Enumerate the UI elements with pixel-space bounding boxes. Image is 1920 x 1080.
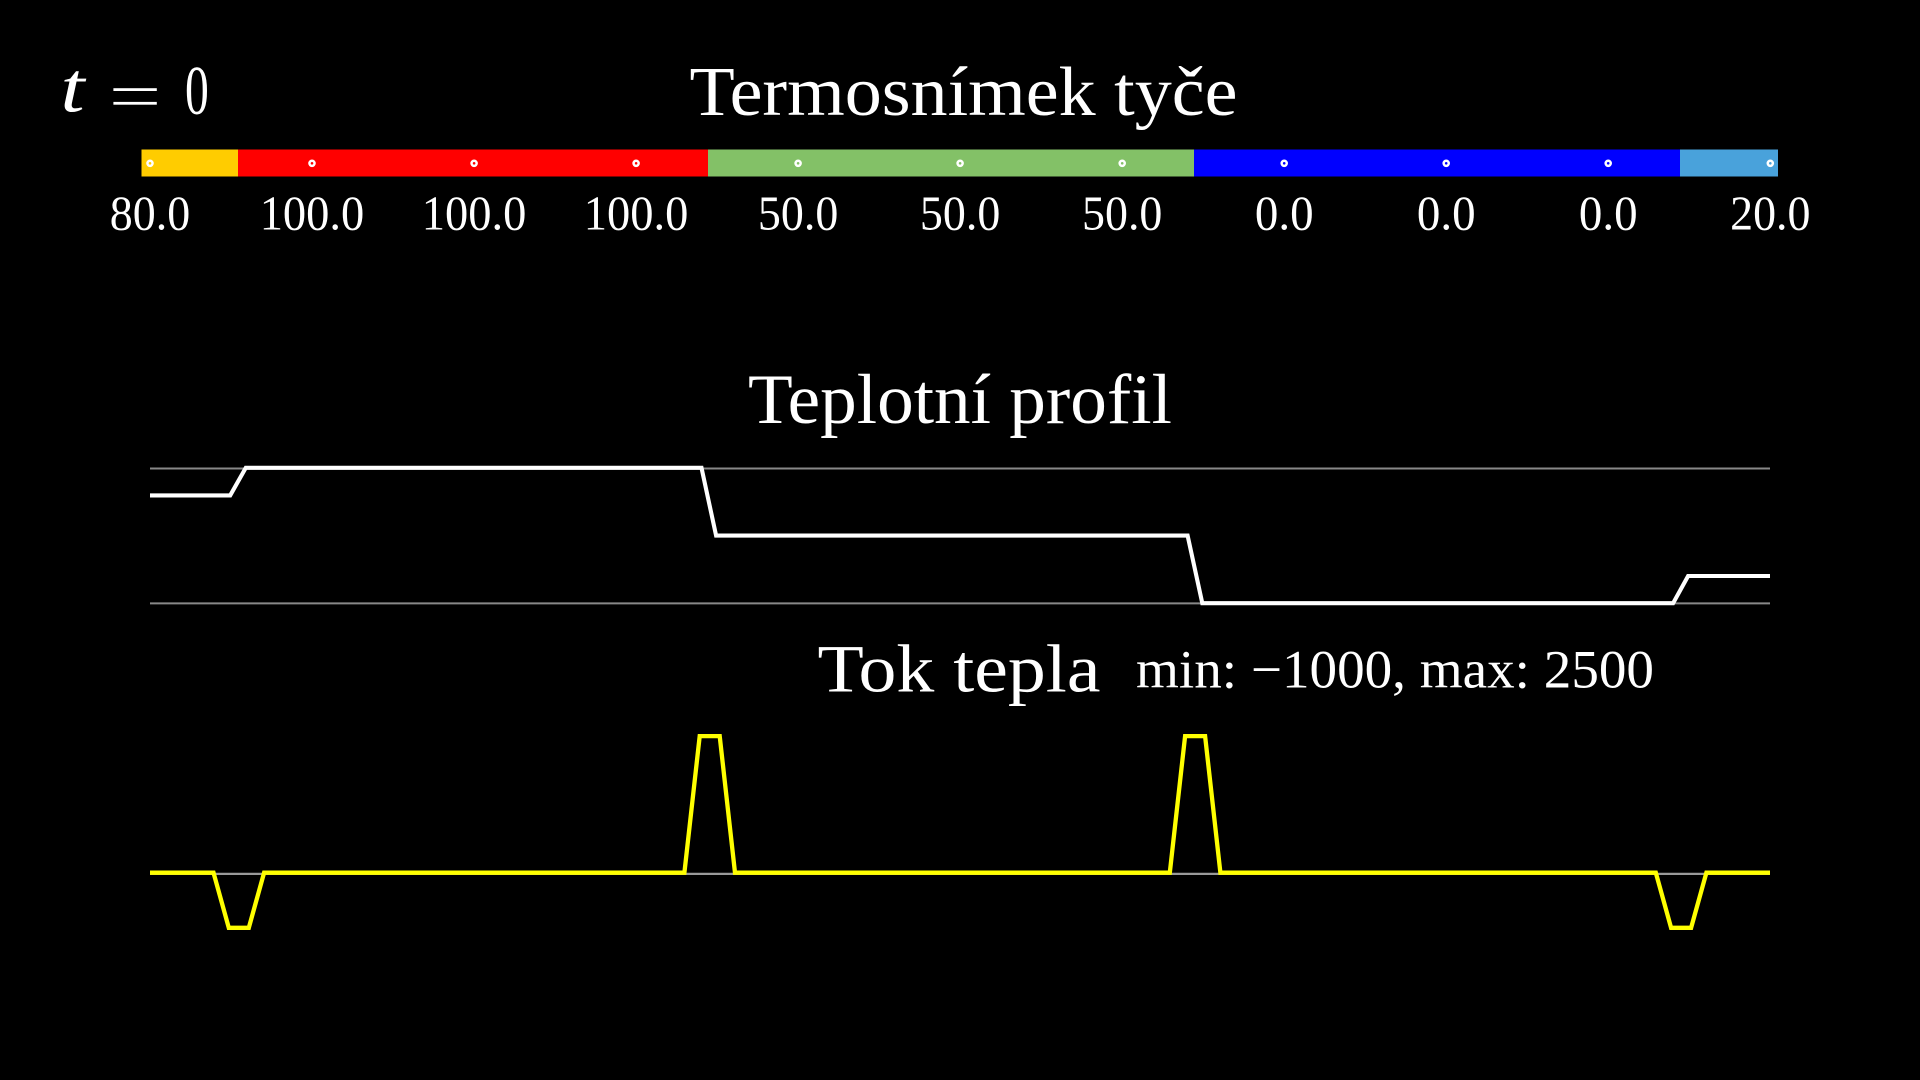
svg-text:50.0: 50.0 [758, 186, 838, 241]
svg-text:0: 0 [185, 52, 209, 129]
svg-text:100.0: 100.0 [422, 186, 527, 241]
svg-text:50.0: 50.0 [1082, 186, 1162, 241]
svg-text:Teplotní profil: Teplotní profil [748, 361, 1172, 439]
svg-text:100.0: 100.0 [260, 186, 365, 241]
svg-text:min: −1000, max: 2500: min: −1000, max: 2500 [1136, 640, 1654, 700]
svg-text:0.0: 0.0 [1255, 186, 1314, 241]
svg-text:20.0: 20.0 [1730, 186, 1810, 241]
svg-text:Termosnímek tyče: Termosnímek tyče [690, 54, 1238, 131]
svg-text:t: t [61, 49, 87, 128]
svg-text:100.0: 100.0 [584, 186, 689, 241]
svg-text:0.0: 0.0 [1579, 186, 1638, 241]
svg-text:80.0: 80.0 [110, 186, 190, 241]
svg-text:50.0: 50.0 [920, 186, 1000, 241]
svg-text:0.0: 0.0 [1417, 186, 1476, 241]
svg-text:Tok tepla: Tok tepla [818, 631, 1101, 707]
